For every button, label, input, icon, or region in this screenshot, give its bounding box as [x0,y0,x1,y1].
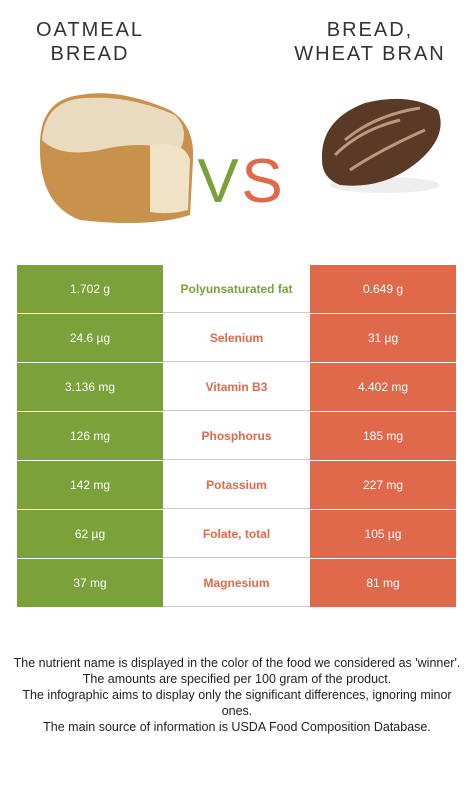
nutrient-name: Selenium [163,314,310,362]
left-title: OATMEAL BREAD [0,18,180,66]
table-row: 126 mg Phosphorus 185 mg [17,412,456,460]
note-line: The main source of information is USDA F… [43,720,431,734]
comparison-table: 1.702 g Polyunsaturated fat 0.649 g 24.6 µg… [17,265,456,608]
title-line: BREAD, [326,19,414,41]
loaf [321,98,441,186]
right-value: 81 mg [310,559,456,607]
left-value: 126 mg [17,412,163,460]
table-row: 37 mg Magnesium 81 mg [17,559,456,607]
loaf-top [42,97,184,153]
table-row: 1.702 g Polyunsaturated fat 0.649 g [17,265,456,313]
left-value: 142 mg [17,461,163,509]
right-value: 185 mg [310,412,456,460]
oatmeal-bread-image [39,93,194,224]
table-row: 62 µg Folate, total 105 µg [17,510,456,558]
nutrient-name: Folate, total [163,510,310,558]
wheat-bran-bread-image [321,98,441,193]
right-title: BREAD, WHEAT BRAN [280,18,460,66]
note-line: The infographic aims to display only the… [22,688,452,718]
title-line: OATMEAL [35,19,145,41]
right-value: 227 mg [310,461,456,509]
crust-cuts [333,106,426,172]
left-value: 1.702 g [17,265,163,313]
loaf-side [150,144,190,214]
right-value: 105 µg [310,510,456,558]
left-value: 24.6 µg [17,314,163,362]
nutrient-name: Vitamin B3 [163,363,310,411]
title-line: WHEAT BRAN [294,43,446,65]
left-value: 62 µg [17,510,163,558]
left-value: 37 mg [17,559,163,607]
right-value: 4.402 mg [310,363,456,411]
images: V S [39,93,441,224]
vs-s: S [241,147,282,216]
notes: The nutrient name is displayed in the co… [10,655,464,735]
nutrient-name: Polyunsaturated fat [163,265,310,313]
left-value: 3.136 mg [17,363,163,411]
table-row: 3.136 mg Vitamin B3 4.402 mg [17,363,456,411]
note-line: The amounts are specified per 100 gram o… [82,672,392,686]
nutrient-name: Potassium [163,461,310,509]
nutrient-name: Phosphorus [163,412,310,460]
title-line: BREAD [50,43,130,65]
nutrient-name: Magnesium [163,559,310,607]
right-value: 0.649 g [310,265,456,313]
table-row: 142 mg Potassium 227 mg [17,461,456,509]
right-value: 31 µg [310,314,456,362]
table-row: 24.6 µg Selenium 31 µg [17,314,456,362]
vs-v: V [197,147,239,216]
note-line: The nutrient name is displayed in the co… [13,656,461,670]
